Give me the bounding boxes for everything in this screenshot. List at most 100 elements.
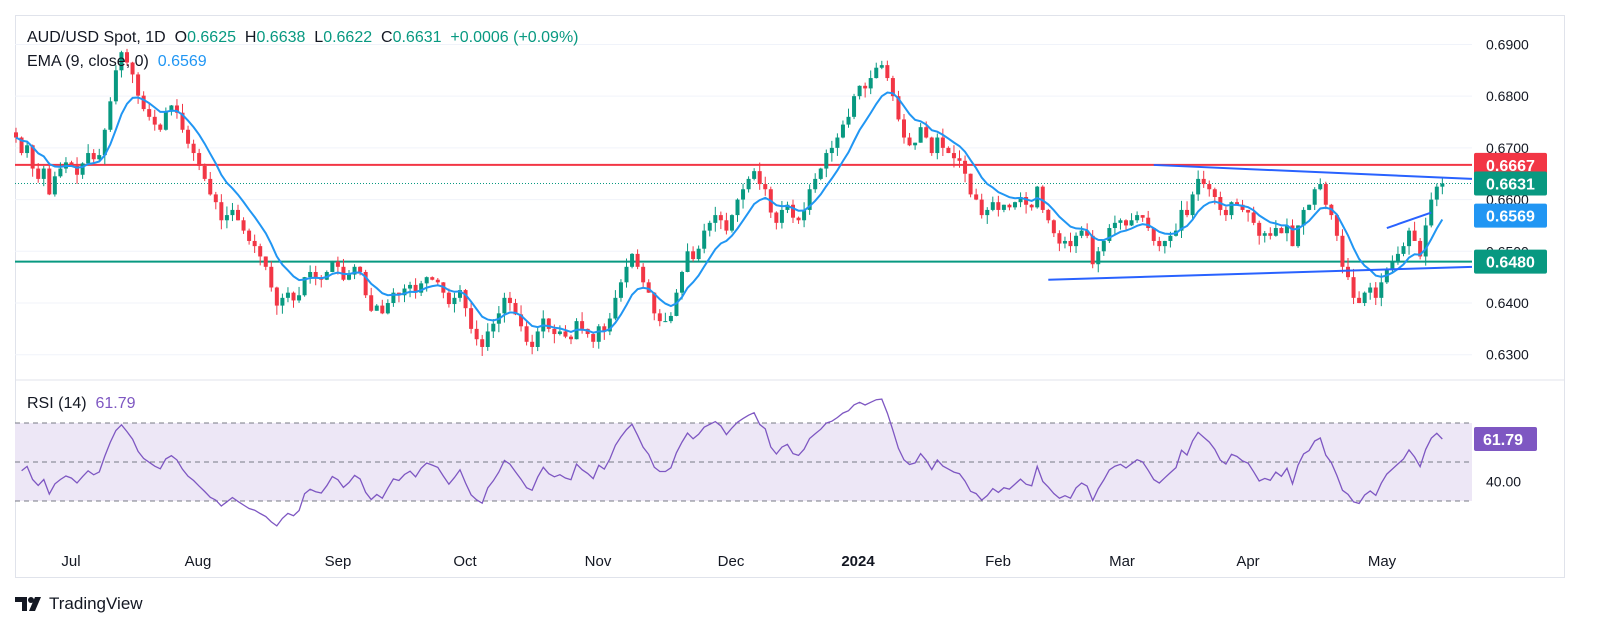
candle-body xyxy=(1212,189,1217,197)
candle-body xyxy=(402,288,407,296)
candle-body xyxy=(596,326,601,342)
interval[interactable]: 1D xyxy=(145,29,166,46)
candle-body xyxy=(1246,209,1251,213)
candle-body xyxy=(607,318,612,332)
candle-body xyxy=(1273,228,1278,236)
symbol-name[interactable]: AUD/USD Spot xyxy=(27,29,137,46)
horizontal-lines xyxy=(15,163,1472,263)
candle-body xyxy=(868,78,873,89)
candle-body xyxy=(957,158,962,161)
candle-body xyxy=(1040,186,1045,210)
candle-body xyxy=(557,331,562,335)
candle-body xyxy=(258,246,263,257)
candle-body xyxy=(724,220,729,231)
candle-body xyxy=(1318,184,1323,190)
ema-legend[interactable]: EMA (9, close, 0) 0.6569 xyxy=(27,53,207,71)
candle-body xyxy=(1079,230,1084,236)
candle-body xyxy=(485,331,490,347)
candle-body xyxy=(524,326,529,342)
candle-body xyxy=(174,105,179,113)
candle-body xyxy=(746,178,751,190)
candle-body xyxy=(1223,209,1228,216)
candle-body xyxy=(1323,184,1328,205)
tradingview-logo-text: TradingView xyxy=(49,594,143,613)
candle-body xyxy=(729,215,734,231)
candle-body xyxy=(25,145,30,154)
price-tick-label: 0.6900 xyxy=(1486,36,1529,52)
rsi-value: 61.79 xyxy=(95,395,136,412)
candle-body xyxy=(347,274,351,280)
candle-body xyxy=(1057,233,1062,244)
time-axis: Jul Aug Sep Oct Nov Dec 2024 Feb Mar Apr May xyxy=(61,553,1396,570)
candle-body xyxy=(563,331,568,337)
candle-body xyxy=(896,96,901,120)
ema-price-tag xyxy=(1474,203,1547,228)
candle-body xyxy=(1290,225,1295,247)
candle-body xyxy=(735,199,740,216)
candle-body xyxy=(1135,215,1140,221)
candle-body xyxy=(474,328,479,340)
rsi-tick-label: 40.00 xyxy=(1486,473,1521,489)
price-tick-label: 0.6600 xyxy=(1486,192,1529,208)
time-tick-label: Jul xyxy=(61,553,80,570)
candle-body xyxy=(1146,217,1151,229)
candle-body xyxy=(552,328,557,335)
candle-body xyxy=(569,336,573,340)
candle-body xyxy=(374,305,379,311)
trendline-short xyxy=(1386,211,1432,229)
high-value: 0.6638 xyxy=(256,29,306,46)
candle-body xyxy=(75,165,80,175)
candle-body xyxy=(657,313,662,322)
candle-body xyxy=(507,297,512,304)
candle-body xyxy=(452,297,457,305)
candle-body xyxy=(602,326,607,332)
candle-body xyxy=(1112,222,1117,229)
price-labels: 0.6667 0.6631 0.6569 0.6480 xyxy=(1474,152,1547,274)
candle-body xyxy=(618,282,623,298)
candle-body xyxy=(1357,297,1362,304)
candle-body xyxy=(91,153,96,160)
candle-body xyxy=(702,230,707,249)
candle-body xyxy=(219,202,224,221)
price-tick-label: 0.6700 xyxy=(1486,140,1529,156)
time-tick-label: Mar xyxy=(1109,553,1135,570)
candle-body xyxy=(818,168,823,179)
candle-body xyxy=(840,124,845,138)
candle-body xyxy=(97,155,102,160)
candle-body xyxy=(990,202,995,210)
price-grid xyxy=(15,43,1565,381)
candle-body xyxy=(230,209,235,216)
ema-value: 0.6569 xyxy=(157,53,207,70)
candle-body xyxy=(1279,228,1284,234)
candle-body xyxy=(530,341,535,347)
candle-body xyxy=(1423,225,1428,257)
candle-body xyxy=(1035,186,1040,208)
candle-body xyxy=(369,295,374,311)
candle-body xyxy=(313,271,318,278)
candle-body xyxy=(69,162,74,166)
candle-body xyxy=(1351,277,1356,298)
candle-body xyxy=(14,132,18,138)
candle-body xyxy=(1196,178,1201,195)
candle-body xyxy=(1001,204,1006,210)
candle-body xyxy=(996,202,1001,210)
time-tick-label: Apr xyxy=(1236,553,1259,570)
candle-body xyxy=(641,266,646,283)
candle-body xyxy=(1051,220,1056,234)
candle-body xyxy=(469,308,474,329)
candle-body xyxy=(1074,235,1079,247)
candle-body xyxy=(968,173,973,195)
candle-body xyxy=(1268,233,1273,236)
last-price-tag xyxy=(1474,171,1547,196)
candle-body xyxy=(308,271,313,278)
candle-body xyxy=(335,261,340,267)
candle-body xyxy=(613,297,618,319)
time-tick-label: Dec xyxy=(718,553,745,570)
tradingview-logo[interactable]: TradingView xyxy=(15,594,143,614)
candlesticks xyxy=(14,48,1445,356)
candle-body xyxy=(1251,212,1256,223)
rsi-legend[interactable]: RSI (14) 61.79 xyxy=(27,395,136,413)
candle-body xyxy=(424,277,429,284)
close-value: 0.6631 xyxy=(392,29,442,46)
candle-body xyxy=(1240,204,1245,210)
